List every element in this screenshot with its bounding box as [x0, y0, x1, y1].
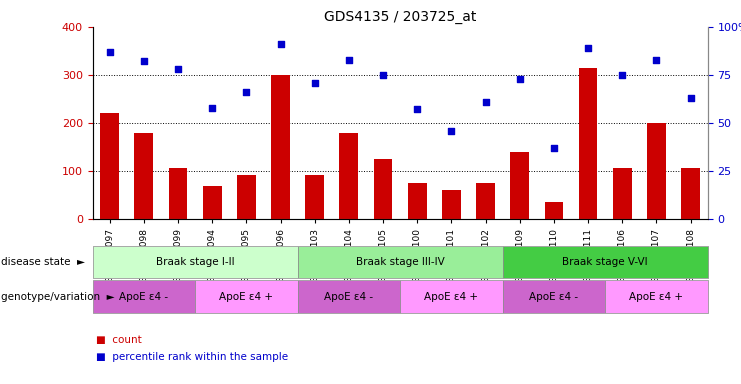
Text: genotype/variation  ►: genotype/variation ► — [1, 291, 114, 302]
Point — [138, 58, 150, 65]
Point — [240, 89, 252, 95]
Bar — [647, 123, 666, 219]
Bar — [511, 152, 529, 219]
Bar — [476, 183, 495, 219]
Point — [685, 95, 697, 101]
Point — [309, 79, 321, 86]
Text: Braak stage I-II: Braak stage I-II — [156, 257, 234, 267]
Text: ApoE ε4 +: ApoE ε4 + — [219, 291, 273, 302]
Point — [617, 72, 628, 78]
Text: ApoE ε4 -: ApoE ε4 - — [325, 291, 373, 302]
Title: GDS4135 / 203725_at: GDS4135 / 203725_at — [324, 10, 476, 25]
Bar — [339, 134, 359, 219]
Point — [104, 49, 116, 55]
Point — [479, 99, 491, 105]
Bar — [545, 202, 563, 219]
Point — [445, 127, 457, 134]
Point — [651, 56, 662, 63]
Point — [514, 76, 525, 82]
Point — [548, 145, 559, 151]
Text: Braak stage III-IV: Braak stage III-IV — [356, 257, 445, 267]
Bar — [237, 175, 256, 219]
Point — [411, 106, 423, 113]
Bar — [203, 186, 222, 219]
Text: ApoE ε4 +: ApoE ε4 + — [629, 291, 683, 302]
Text: ■  percentile rank within the sample: ■ percentile rank within the sample — [96, 352, 288, 362]
Bar — [613, 169, 631, 219]
Point — [275, 41, 287, 47]
Text: disease state  ►: disease state ► — [1, 257, 84, 267]
Bar — [408, 183, 427, 219]
Point — [377, 72, 389, 78]
Bar — [681, 169, 700, 219]
Bar — [579, 68, 597, 219]
Bar — [271, 75, 290, 219]
Bar — [100, 113, 119, 219]
Point — [343, 56, 355, 63]
Text: ApoE ε4 -: ApoE ε4 - — [119, 291, 168, 302]
Text: Braak stage V-VI: Braak stage V-VI — [562, 257, 648, 267]
Text: ApoE ε4 +: ApoE ε4 + — [425, 291, 479, 302]
Bar — [134, 134, 153, 219]
Point — [172, 66, 184, 72]
Point — [582, 45, 594, 51]
Text: ApoE ε4 -: ApoE ε4 - — [529, 291, 579, 302]
Bar — [442, 190, 461, 219]
Text: ■  count: ■ count — [96, 335, 142, 345]
Bar — [169, 167, 187, 219]
Bar — [305, 175, 324, 219]
Point — [206, 104, 218, 111]
Bar — [373, 159, 393, 219]
